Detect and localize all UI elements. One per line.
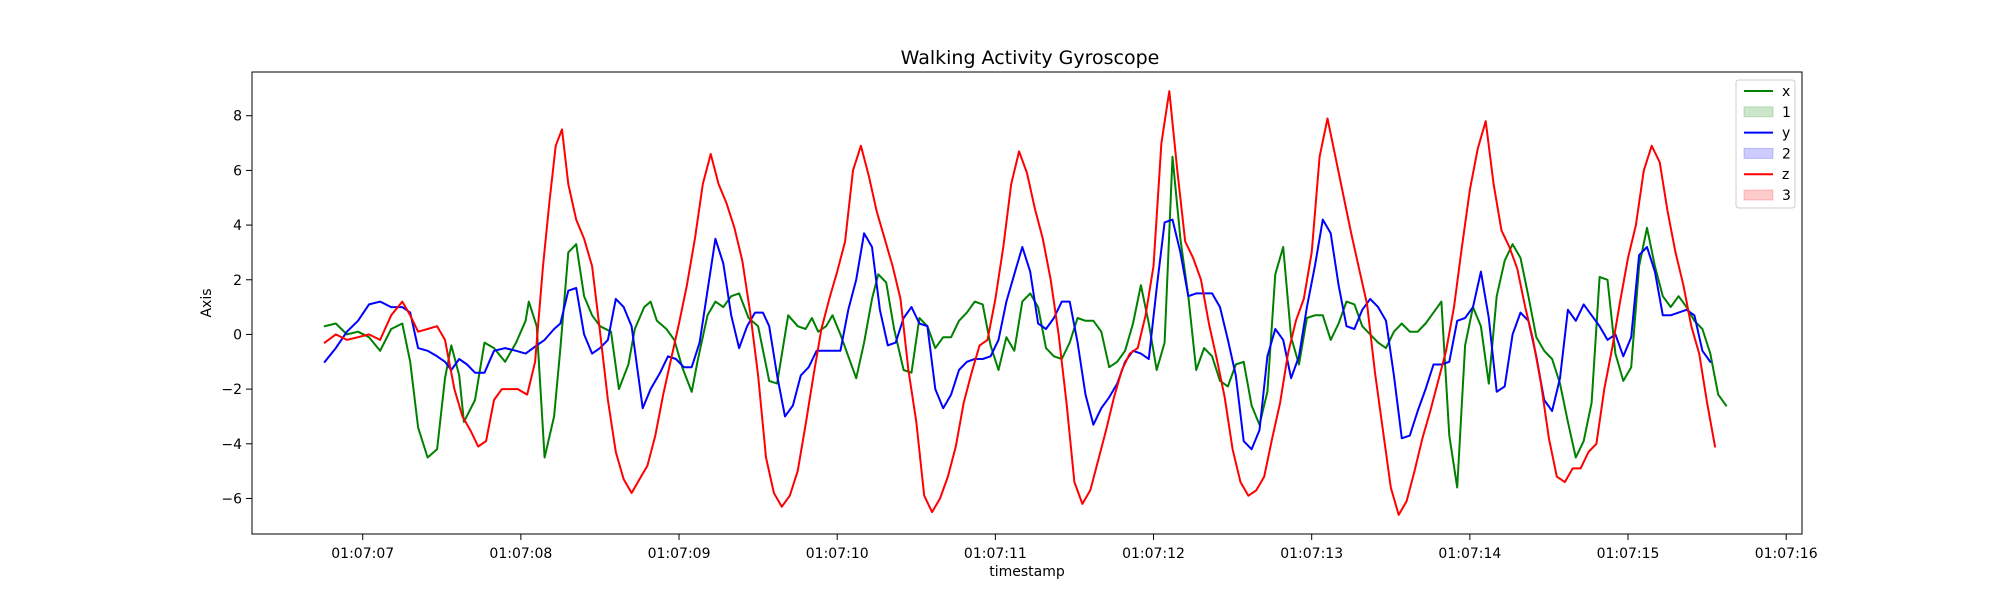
x-tick-label: 01:07:08 (489, 546, 552, 562)
y-tick-label: −4 (221, 437, 242, 453)
legend-frame (1735, 79, 1796, 209)
chart-title: Walking Activity Gyroscope (901, 47, 1160, 69)
series-line-z (323, 90, 1717, 516)
y-axis-label: Axis (199, 288, 215, 317)
legend-label: z (1782, 167, 1789, 183)
x-tick-label: 01:07:14 (1438, 546, 1501, 562)
plot-area (251, 71, 1803, 535)
y-tick-label: −6 (221, 491, 242, 507)
x-axis-label: timestamp (989, 564, 1065, 580)
x-tick-label: 01:07:12 (1122, 546, 1185, 562)
series-layer (323, 90, 1728, 516)
x-tick-label: 01:07:13 (1280, 546, 1343, 562)
legend-label: 1 (1782, 105, 1791, 121)
y-tick-label: 6 (233, 163, 242, 179)
legend-swatch-patch-2 (1743, 147, 1774, 159)
y-tick-label: −2 (221, 382, 242, 398)
y-axis-ticks: −6 −4 −2 0 2 4 6 8 (221, 109, 252, 507)
x-tick-label: 01:07:11 (964, 546, 1027, 562)
x-tick-label: 01:07:07 (331, 546, 394, 562)
y-tick-label: 0 (233, 327, 242, 343)
legend: x 1 y 2 z 3 (1735, 79, 1796, 209)
series-line-x (323, 155, 1728, 489)
x-tick-label: 01:07:16 (1755, 546, 1818, 562)
legend-label: y (1782, 126, 1790, 142)
y-tick-label: 8 (233, 109, 242, 125)
series-line-y (323, 218, 1712, 451)
legend-label: 2 (1782, 146, 1791, 162)
y-tick-label: 2 (233, 273, 242, 289)
x-tick-label: 01:07:15 (1597, 546, 1660, 562)
legend-label: x (1782, 84, 1790, 100)
y-tick-label: 4 (233, 218, 242, 234)
legend-label: 3 (1782, 188, 1791, 204)
x-axis-ticks: 01:07:07 01:07:08 01:07:09 01:07:10 01:07:11… (331, 534, 1818, 562)
legend-swatch-patch-3 (1743, 189, 1774, 201)
legend-swatch-patch-1 (1743, 106, 1774, 118)
x-tick-label: 01:07:10 (806, 546, 869, 562)
x-tick-label: 01:07:09 (648, 546, 711, 562)
